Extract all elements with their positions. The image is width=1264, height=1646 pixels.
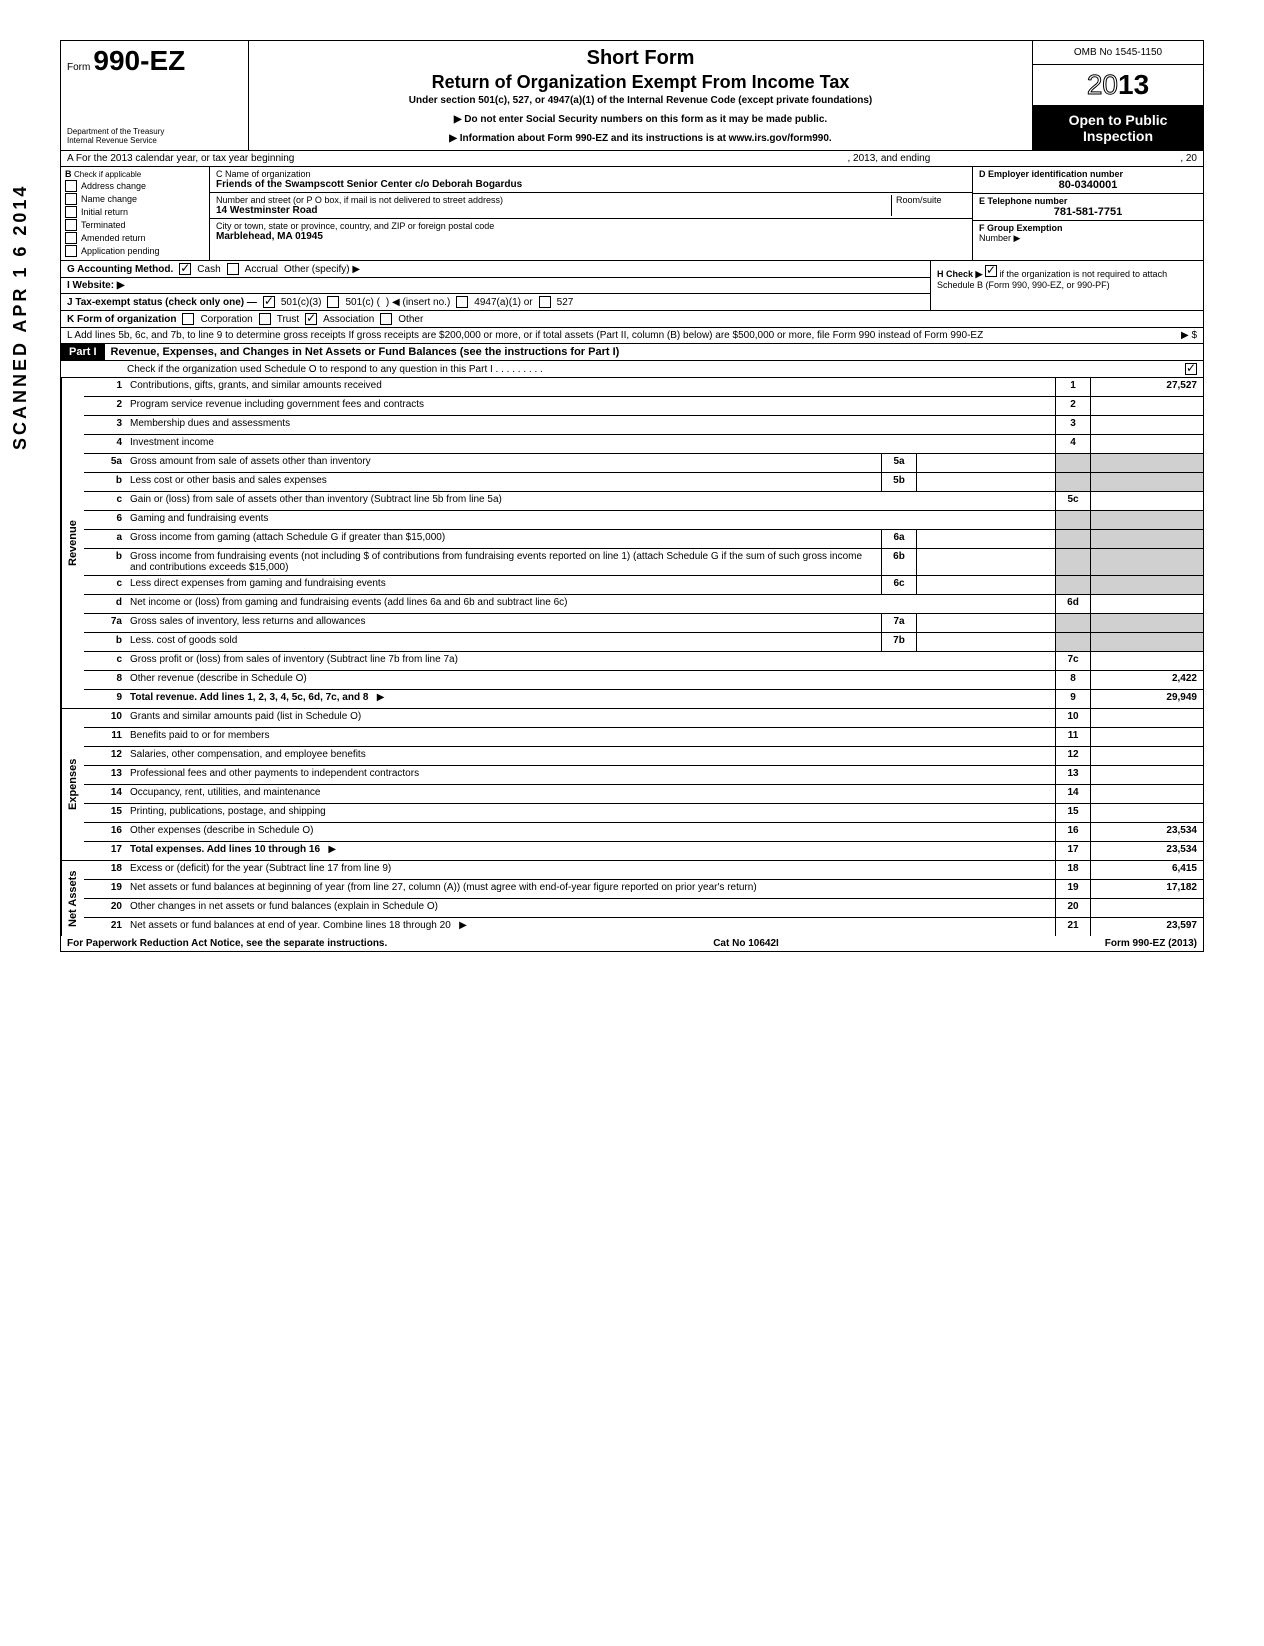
line-b: bLess cost or other basis and sales expe… (84, 473, 1203, 492)
chk-accrual[interactable] (227, 263, 239, 275)
line-i: I Website: ▶ (61, 278, 930, 294)
footer: For Paperwork Reduction Act Notice, see … (61, 936, 1203, 951)
note-info: ▶ Information about Form 990-EZ and its … (257, 133, 1024, 144)
line-j: J Tax-exempt status (check only one) — 5… (61, 294, 930, 310)
subtitle: Under section 501(c), 527, or 4947(a)(1)… (257, 95, 1024, 106)
line-6: 6Gaming and fundraising events (84, 511, 1203, 530)
form-990ez: Form 990-EZ Department of the Treasury I… (60, 40, 1204, 952)
chk-corp[interactable] (182, 313, 194, 325)
form-header: Form 990-EZ Department of the Treasury I… (61, 41, 1203, 151)
line-18: 18Excess or (deficit) for the year (Subt… (84, 861, 1203, 880)
line-h: H Check ▶ if the organization is not req… (930, 261, 1203, 310)
col-right-ids: D Employer identification number 80-0340… (972, 167, 1203, 260)
col-b-checkboxes: B Check if applicable Address change Nam… (61, 167, 210, 260)
chk-4947[interactable] (456, 296, 468, 308)
line-13: 13Professional fees and other payments t… (84, 766, 1203, 785)
line-c: cGain or (loss) from sale of assets othe… (84, 492, 1203, 511)
dept-irs: Internal Revenue Service (67, 137, 242, 146)
line-l: L Add lines 5b, 6c, and 7b, to line 9 to… (61, 328, 1203, 344)
expenses-section: Expenses 10Grants and similar amounts pa… (61, 708, 1203, 860)
netassets-section: Net Assets 18Excess or (deficit) for the… (61, 860, 1203, 936)
line-12: 12Salaries, other compensation, and empl… (84, 747, 1203, 766)
line-10: 10Grants and similar amounts paid (list … (84, 709, 1203, 728)
street-address: 14 Westminster Road (216, 205, 318, 216)
revenue-section: Revenue 1Contributions, gifts, grants, a… (61, 378, 1203, 708)
line-k: K Form of organization Corporation Trust… (61, 311, 1203, 328)
chk-address-change[interactable] (65, 180, 77, 192)
scanned-stamp: SCANNED APR 1 6 2014 (10, 184, 31, 450)
line-b: bLess. cost of goods sold7b (84, 633, 1203, 652)
phone: 781-581-7751 (979, 206, 1197, 218)
chk-amended[interactable] (65, 232, 77, 244)
row-a-tax-year: A For the 2013 calendar year, or tax yea… (61, 151, 1203, 167)
chk-initial-return[interactable] (65, 206, 77, 218)
chk-501c[interactable] (327, 296, 339, 308)
tax-year: 2013 (1033, 65, 1203, 106)
line-5a: 5aGross amount from sale of assets other… (84, 454, 1203, 473)
line-d: dNet income or (loss) from gaming and fu… (84, 595, 1203, 614)
line-c: cGross profit or (loss) from sales of in… (84, 652, 1203, 671)
chk-schedule-o[interactable] (1185, 363, 1197, 375)
chk-other-org[interactable] (380, 313, 392, 325)
chk-assoc[interactable] (305, 313, 317, 325)
line-4: 4Investment income4 (84, 435, 1203, 454)
org-info-block: B Check if applicable Address change Nam… (61, 167, 1203, 261)
line-g: G Accounting Method. Cash Accrual Other … (61, 261, 930, 278)
title-short-form: Short Form (257, 47, 1024, 70)
chk-pending[interactable] (65, 245, 77, 257)
part-1-header: Part I Revenue, Expenses, and Changes in… (61, 344, 1203, 361)
room-suite: Room/suite (891, 195, 966, 216)
chk-501c3[interactable] (263, 296, 275, 308)
omb-number: OMB No 1545-1150 (1033, 41, 1203, 65)
ein: 80-0340001 (979, 179, 1197, 191)
line-15: 15Printing, publications, postage, and s… (84, 804, 1203, 823)
line-16: 16Other expenses (describe in Schedule O… (84, 823, 1203, 842)
col-c-org: C Name of organization Friends of the Sw… (210, 167, 972, 260)
line-8: 8Other revenue (describe in Schedule O)8… (84, 671, 1203, 690)
line-b: bGross income from fundraising events (n… (84, 549, 1203, 576)
line-3: 3Membership dues and assessments3 (84, 416, 1203, 435)
form-number: 990-EZ (93, 45, 185, 76)
line-20: 20Other changes in net assets or fund ba… (84, 899, 1203, 918)
line-11: 11Benefits paid to or for members11 (84, 728, 1203, 747)
line-c: cLess direct expenses from gaming and fu… (84, 576, 1203, 595)
line-17: 17Total expenses. Add lines 10 through 1… (84, 842, 1203, 860)
chk-name-change[interactable] (65, 193, 77, 205)
line-21: 21Net assets or fund balances at end of … (84, 918, 1203, 936)
org-name: Friends of the Swampscott Senior Center … (216, 179, 522, 190)
chk-terminated[interactable] (65, 219, 77, 231)
note-ssn: ▶ Do not enter Social Security numbers o… (257, 114, 1024, 125)
line-7a: 7aGross sales of inventory, less returns… (84, 614, 1203, 633)
line-19: 19Net assets or fund balances at beginni… (84, 880, 1203, 899)
part-1-check: Check if the organization used Schedule … (61, 361, 1203, 378)
chk-527[interactable] (539, 296, 551, 308)
line-1: 1Contributions, gifts, grants, and simil… (84, 378, 1203, 397)
line-14: 14Occupancy, rent, utilities, and mainte… (84, 785, 1203, 804)
line-a: aGross income from gaming (attach Schedu… (84, 530, 1203, 549)
title-return: Return of Organization Exempt From Incom… (257, 72, 1024, 93)
open-to-public: Open to Public Inspection (1033, 106, 1203, 150)
form-label: Form (67, 62, 90, 73)
line-2: 2Program service revenue including gover… (84, 397, 1203, 416)
chk-schedule-b[interactable] (985, 265, 997, 277)
chk-trust[interactable] (259, 313, 271, 325)
city-state-zip: Marblehead, MA 01945 (216, 231, 323, 242)
line-9: 9Total revenue. Add lines 1, 2, 3, 4, 5c… (84, 690, 1203, 708)
chk-cash[interactable] (179, 263, 191, 275)
